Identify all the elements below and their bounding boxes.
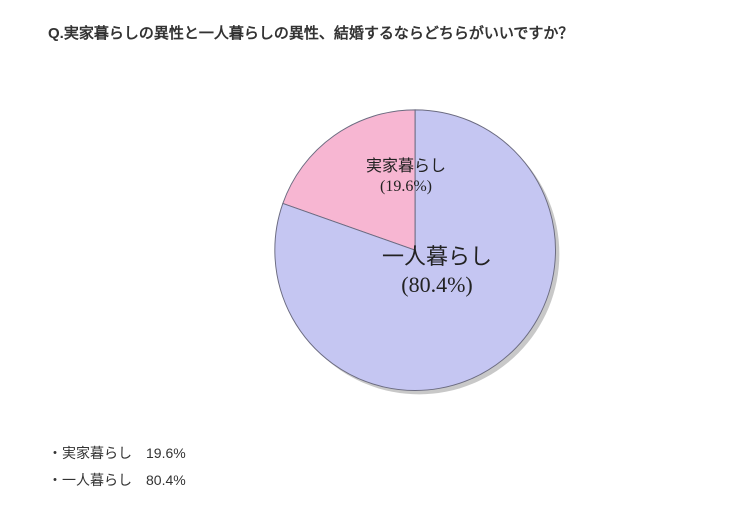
slice-label-alone-pct: (80.4%) [401, 272, 472, 297]
legend-row-family: ・実家暮らし 19.6% [48, 440, 186, 467]
question-title: Q.実家暮らしの異性と一人暮らしの異性、結婚するならどちらがいいですか？ [48, 22, 573, 43]
slice-label-alone: 一人暮らし (80.4%) [382, 243, 492, 298]
legend-value: 80.4% [146, 472, 186, 488]
legend-row-alone: ・一人暮らし 80.4% [48, 467, 186, 494]
pie-chart: 実家暮らし (19.6%) 一人暮らし (80.4%) [270, 105, 560, 395]
slice-label-family-pct: (19.6%) [380, 178, 432, 195]
legend: ・実家暮らし 19.6% ・一人暮らし 80.4% [48, 440, 186, 493]
legend-bullet: ・ [48, 445, 62, 461]
slice-label-family-text: 実家暮らし [366, 158, 446, 175]
slice-label-family: 実家暮らし (19.6%) [366, 157, 446, 197]
legend-label: 実家暮らし [62, 445, 132, 461]
slice-label-alone-text: 一人暮らし [382, 244, 492, 269]
legend-label: 一人暮らし [62, 472, 132, 488]
legend-bullet: ・ [48, 472, 62, 488]
legend-value: 19.6% [146, 445, 186, 461]
